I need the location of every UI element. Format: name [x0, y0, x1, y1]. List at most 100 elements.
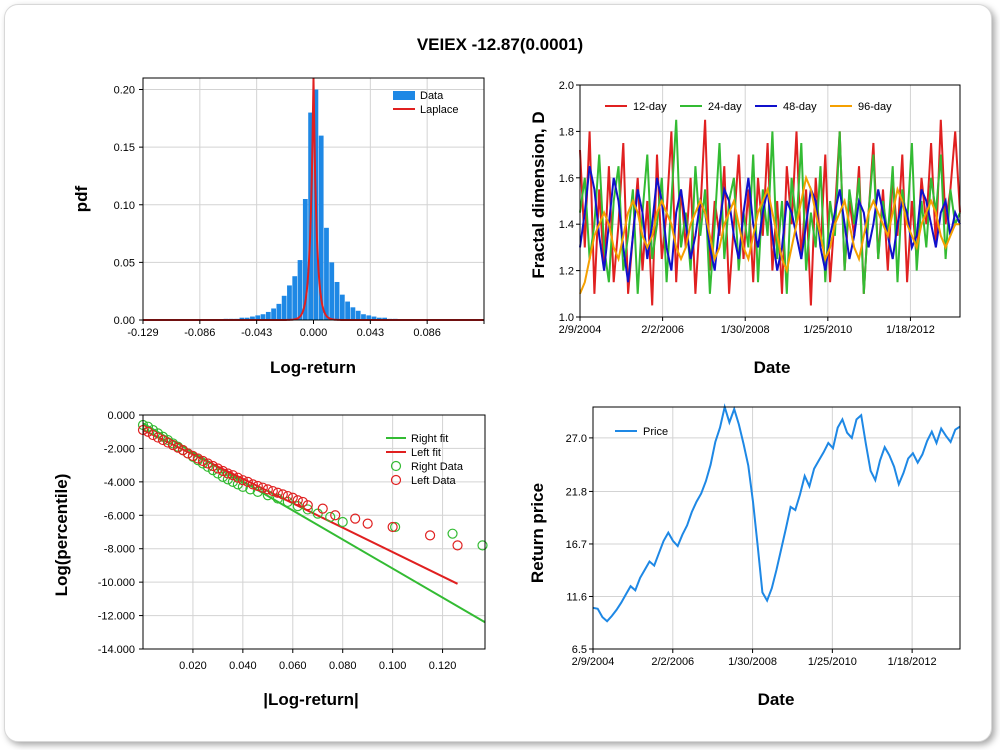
tail-data-point — [147, 424, 159, 436]
price-plot-border — [592, 406, 961, 650]
legend-label-right-data: Right Data — [411, 461, 464, 473]
tail-y-tick-label: -6.000 — [104, 510, 135, 522]
fractal-x-label: Date — [754, 358, 791, 377]
tail-data-point — [242, 476, 253, 487]
tail-legend: Right fit Left fit Right Data Left Data — [386, 433, 464, 487]
price-legend: Price — [615, 426, 668, 438]
tail-data-point — [292, 495, 303, 506]
fractal-x-tick-label: 1/30/2008 — [721, 324, 770, 336]
tail-data-point — [237, 475, 248, 486]
tail-data-point — [172, 442, 184, 453]
tail-data-point — [362, 518, 373, 529]
histogram-y-tick-label: 0.10 — [114, 200, 135, 212]
fractal-legend: 12-day 24-day 48-day 96-day — [605, 101, 892, 113]
price-x-tick-label: 2/9/2004 — [572, 656, 615, 668]
tail-data-point — [287, 492, 298, 503]
legend-label-price: Price — [643, 426, 668, 438]
histogram-x-tick-label: -0.043 — [241, 327, 272, 339]
price-line — [592, 403, 961, 623]
tail-data-point — [282, 490, 293, 502]
tail-data-point — [330, 510, 341, 521]
tail-data-point — [262, 484, 273, 495]
tail-panel: 0.020 0.040 0.060 0.080 0.100 0.120 0.000 -2.00… — [52, 410, 488, 709]
tail-data-point — [267, 485, 278, 497]
histogram-bar — [350, 307, 356, 320]
legend-marker-right-data — [390, 460, 402, 472]
tail-data-point — [222, 468, 233, 479]
tail-x-tick-label: 0.100 — [379, 660, 407, 672]
tail-data-point — [387, 521, 398, 533]
histogram-x-tick-label: 0.000 — [300, 327, 328, 339]
figure-canvas: VEIEX -12.87(0.0001) -0.129 -0.086 -0.043 0… — [52, 35, 961, 709]
price-x-tick-label: 1/25/2010 — [808, 656, 857, 668]
tail-data-point — [252, 480, 263, 492]
tail-x-tick-label: 0.020 — [179, 660, 207, 672]
tail-data-point — [212, 463, 223, 474]
tail-y-tick-label: -14.000 — [98, 644, 135, 656]
tail-data-point — [197, 455, 209, 467]
fractal-plot-border — [579, 84, 961, 318]
tail-data-point — [350, 513, 361, 524]
histogram-bar — [250, 316, 255, 320]
tail-data-point — [217, 465, 228, 477]
histogram-x-tick-label: 0.043 — [357, 327, 385, 339]
histogram-bar — [302, 199, 308, 320]
tail-data-point — [187, 450, 199, 462]
histogram-bar — [318, 135, 324, 320]
fractal-series-line — [579, 165, 961, 283]
tail-y-tick-label: -8.000 — [104, 544, 135, 556]
price-panel: 6.5 11.6 16.7 21.8 27.0 2/9/2004 2/2/2006 1/30/… — [528, 403, 961, 709]
tail-data-point — [202, 458, 214, 469]
price-y-tick-label: 11.6 — [566, 591, 587, 603]
legend-label-right-fit: Right fit — [411, 433, 448, 445]
tail-data-point — [167, 439, 179, 451]
histogram-bar — [276, 303, 282, 320]
fractal-y-label: Fractal dimension, D — [529, 111, 548, 278]
legend-label-96-day: 96-day — [858, 101, 892, 113]
histogram-panel: -0.129 -0.086 -0.043 0.000 0.043 0.086 0.00 0.0… — [72, 77, 485, 377]
fractal-y-tick-label: 1.4 — [559, 219, 574, 231]
tail-y-tick-label: -10.000 — [98, 577, 135, 589]
fractal-y-tick-label: 1.6 — [559, 173, 574, 185]
tail-data-point — [147, 429, 159, 441]
histogram-bar — [271, 308, 276, 320]
fractal-x-tick-label: 1/18/2012 — [886, 324, 935, 336]
fractal-y-tick-label: 1.0 — [559, 312, 574, 324]
tail-data-point — [152, 432, 164, 443]
histogram-bar — [345, 301, 351, 320]
price-y-label: Return price — [528, 483, 547, 583]
tail-data-point — [232, 472, 243, 483]
legend-swatch-data — [393, 91, 415, 100]
tail-x-tick-label: 0.080 — [329, 660, 357, 672]
tail-y-tick-label: -12.000 — [98, 611, 135, 623]
tail-data-point — [257, 482, 268, 493]
legend-label-laplace: Laplace — [420, 104, 459, 116]
tail-y-tick-label: 0.000 — [107, 410, 135, 422]
price-y-tick-label: 6.5 — [572, 644, 587, 656]
histogram-bar — [260, 314, 266, 320]
tail-x-tick-label: 0.040 — [229, 660, 257, 672]
fractal-series-line — [579, 119, 961, 294]
tail-data-point — [325, 511, 336, 523]
histogram-bar — [376, 317, 382, 320]
histogram-x-tick-label: 0.086 — [413, 327, 441, 339]
legend-marker-left-data — [390, 474, 402, 486]
histogram-bar — [324, 227, 329, 320]
tail-data-point — [192, 453, 204, 464]
tail-data-point — [337, 516, 348, 528]
tail-data-point — [177, 445, 189, 456]
price-x-tick-label: 2/2/2006 — [651, 656, 694, 668]
tail-y-tick-label: -4.000 — [104, 477, 135, 489]
tail-data-point — [447, 528, 458, 539]
tail-data-point — [390, 521, 401, 533]
tail-data-point — [247, 479, 258, 490]
fractal-series-line — [579, 174, 960, 295]
histogram-bar — [329, 262, 335, 320]
histogram-bar — [265, 311, 271, 320]
tail-data-point — [162, 437, 174, 448]
tail-data-point — [152, 428, 164, 439]
histogram-y-tick-label: 0.20 — [114, 85, 135, 97]
tail-data-point — [217, 471, 228, 482]
histogram-x-tick-label: -0.086 — [184, 327, 215, 339]
tail-data-point — [182, 448, 194, 459]
